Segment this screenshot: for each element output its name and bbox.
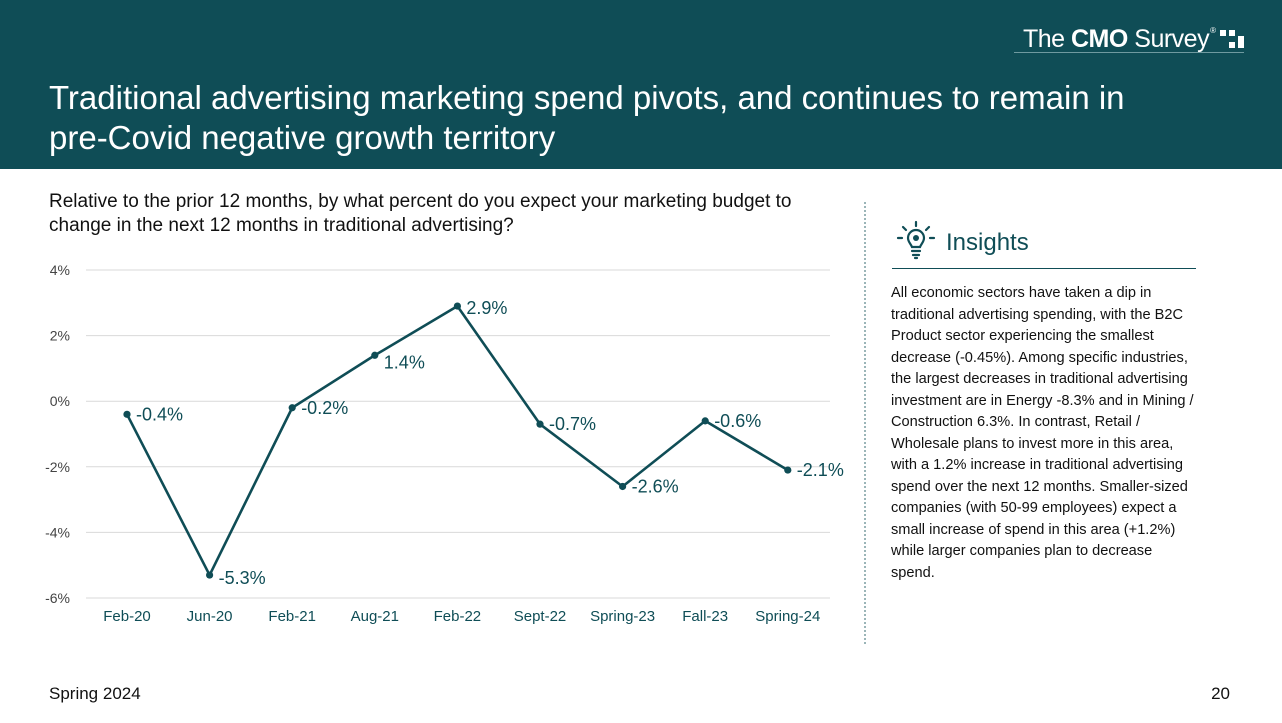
data-label: -2.1% [797,460,844,480]
y-tick-label: 2% [50,328,70,344]
data-label: 1.4% [384,352,425,372]
x-tick-label: Spring-24 [755,608,820,625]
data-label: -0.2% [301,398,348,418]
y-tick-label: -2% [45,459,70,475]
x-tick-label: Spring-23 [590,608,655,625]
data-point [371,351,379,359]
logo-text-post: Survey [1127,25,1210,53]
insights-underline [892,268,1196,269]
line-chart: 4% 2% 0% -2% -4% -6% Feb-20 Jun-20 Feb-21 Aug-21 F… [45,262,844,625]
y-tick-label: 4% [50,262,70,278]
x-tick-label: Sept-22 [514,608,567,625]
data-point [784,466,792,474]
data-label: -5.3% [219,568,266,588]
data-point [206,571,214,579]
logo-dots-icon [1220,28,1246,52]
x-tick-label: Jun-20 [187,608,233,625]
x-tick-label: Feb-21 [268,608,316,625]
data-label: 2.9% [466,298,507,318]
page-number: 20 [1211,684,1230,703]
data-label: -0.6% [714,411,761,431]
header-banner: The CMO Survey ® Traditional advertising… [0,0,1282,169]
data-point [619,482,627,491]
insights-text: All economic sectors have taken a dip in… [891,285,1194,581]
x-tick-label: Aug-21 [351,608,399,625]
logo-text-bold: CMO [1071,25,1128,53]
logo-registered-mark: ® [1210,26,1216,35]
cmo-survey-logo: The CMO Survey ® [1023,24,1246,54]
insights-header: Insights [896,220,1029,265]
data-point [453,302,461,310]
y-tick-label: -4% [45,524,70,540]
y-tick-label: 0% [50,393,70,409]
survey-question: Relative to the prior 12 months, by what… [49,191,792,236]
data-point [123,410,131,418]
data-point [536,420,544,428]
x-tick-label: Feb-22 [434,608,482,625]
y-tick-label: -6% [45,590,70,606]
logo-underline [1014,52,1244,53]
data-point [701,417,709,425]
x-tick-label: Fall-23 [682,608,728,625]
slide-title: Traditional advertising marketing spend … [49,79,1125,156]
vertical-divider [864,202,866,644]
x-tick-label: Feb-20 [103,608,151,625]
logo-text-pre: The [1022,25,1071,53]
lightbulb-gear-icon [896,220,936,265]
data-label: -0.4% [136,404,183,424]
series-line [125,304,789,577]
data-label: -2.6% [632,476,679,496]
insights-title: Insights [946,228,1029,256]
data-point [288,404,296,412]
data-label: -0.7% [549,414,596,434]
footer-edition: Spring 2024 [49,684,141,703]
